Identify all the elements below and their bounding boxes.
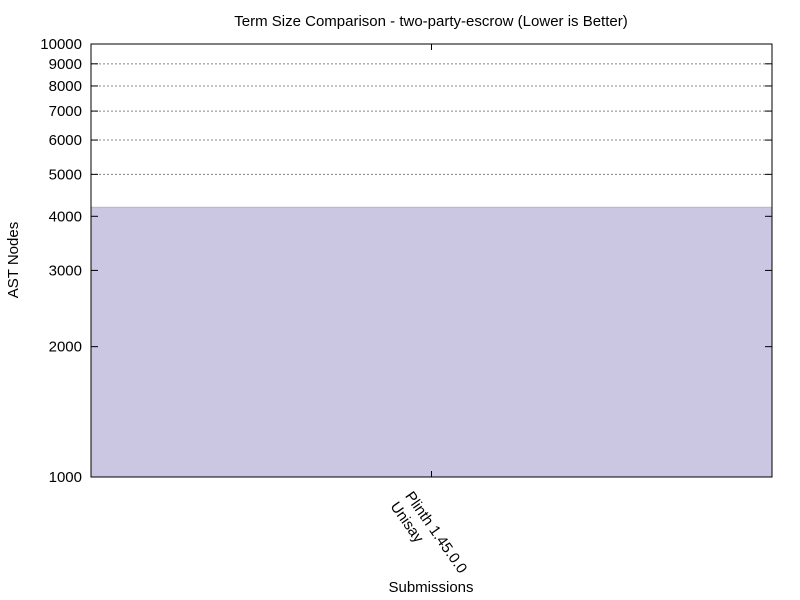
y-tick-label: 10000 [40, 36, 82, 53]
y-tick-label: 2000 [49, 339, 82, 356]
y-tick-label: 3000 [49, 262, 82, 279]
y-axis: 1000 2000 3000 4000 5000 6000 7000 8000 9000 1000… [40, 36, 772, 486]
bars [90, 206, 773, 478]
bar [90, 206, 773, 478]
y-tick-label: 6000 [49, 132, 82, 149]
y-tick-label: 7000 [49, 103, 82, 120]
y-tick-label: 8000 [49, 78, 82, 95]
y-tick-label: 4000 [49, 208, 82, 225]
chart-title: Term Size Comparison - two-party-escrow … [234, 13, 627, 30]
y-tick-label: 9000 [49, 56, 82, 73]
y-tick-label: 1000 [49, 469, 82, 486]
x-axis-label: Submissions [388, 579, 473, 596]
gridlines [91, 63, 772, 175]
y-tick-label: 5000 [49, 166, 82, 183]
y-axis-label: AST Nodes [5, 222, 22, 298]
